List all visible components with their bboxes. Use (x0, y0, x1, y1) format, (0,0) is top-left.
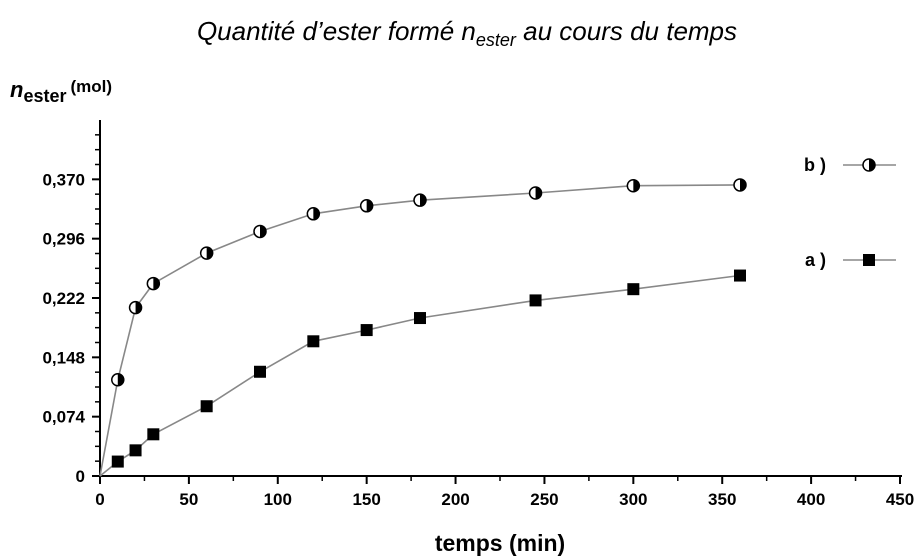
marker-half-fill (535, 186, 542, 199)
marker-half-fill (869, 159, 875, 171)
data-point (146, 276, 161, 291)
y-tick-label: 0,074 (42, 408, 85, 427)
x-tick-label: 400 (797, 490, 825, 509)
chart-title-prefix: Quantité d’ester formé n (197, 16, 476, 46)
x-tick-label: 250 (530, 490, 558, 509)
y-axis-label-sub: ester (23, 86, 66, 106)
series-b (99, 178, 747, 477)
data-point (734, 269, 746, 282)
y-axis-label: nester (mol) (10, 77, 112, 106)
chart-title-sub: ester (476, 30, 517, 50)
data-point (129, 444, 142, 457)
y-tick-label: 0,148 (42, 348, 85, 367)
series-a (99, 269, 746, 477)
marker-half-fill (206, 247, 213, 260)
y-tick-label: 0,296 (42, 230, 85, 249)
data-point (414, 312, 426, 325)
data-point (733, 178, 747, 192)
y-tick-label: 0 (76, 467, 85, 486)
x-axis-label: temps (min) (435, 530, 565, 556)
x-tick-label: 300 (619, 490, 647, 509)
y-axis-label-main: n (10, 77, 23, 102)
data-point (306, 207, 321, 221)
legend-item: b ) (804, 155, 896, 175)
data-point (413, 193, 427, 207)
data-point (626, 178, 641, 193)
x-tick-label: 450 (886, 490, 914, 509)
data-point (528, 186, 543, 200)
data-point (627, 283, 640, 296)
data-point (200, 400, 213, 413)
data-point (111, 455, 124, 468)
marker-half-fill (740, 178, 746, 191)
data-point (128, 300, 143, 315)
marker-half-fill (260, 225, 266, 238)
x-tick-label: 350 (708, 490, 736, 509)
marker-half-fill (153, 277, 160, 290)
legend-marker (863, 254, 875, 266)
data-point (111, 373, 125, 387)
data-point (147, 428, 160, 441)
ticks-layer: 0 50 100 150 200 250 300 350 400 450 0 0,074 0,148 0,… (42, 134, 914, 509)
data-point (360, 324, 373, 337)
data-point (253, 224, 267, 239)
marker-half-fill (117, 373, 124, 386)
x-tick-label: 50 (179, 490, 198, 509)
x-tick-label: 100 (264, 490, 292, 509)
legend-label: a ) (805, 250, 826, 270)
marker-half-fill (420, 194, 426, 207)
data-point (254, 365, 266, 378)
legend-label: b ) (804, 155, 826, 175)
chart-title: Quantité d’ester formé nester au cours d… (197, 16, 737, 50)
data-point (307, 335, 320, 348)
marker-half-fill (135, 301, 142, 314)
series-layer (99, 178, 747, 477)
marker-half-fill (633, 179, 640, 192)
marker-half-fill (366, 199, 373, 212)
x-tick-label: 0 (95, 490, 104, 509)
chart-title-suffix: au cours du temps (516, 16, 737, 46)
y-tick-label: 0,222 (42, 289, 85, 308)
series-line (99, 274, 741, 477)
legend-marker (862, 158, 876, 172)
x-tick-label: 150 (352, 490, 380, 509)
y-tick-label: 0,370 (42, 170, 85, 189)
x-tick-label: 200 (441, 490, 469, 509)
legend: b ) a ) (804, 155, 896, 270)
legend-item: a ) (805, 250, 896, 270)
series-line (99, 184, 741, 477)
data-point (359, 199, 374, 213)
data-point (529, 294, 542, 307)
data-point (199, 246, 214, 260)
marker-half-fill (313, 207, 320, 220)
y-axis-label-unit: (mol) (70, 77, 112, 96)
